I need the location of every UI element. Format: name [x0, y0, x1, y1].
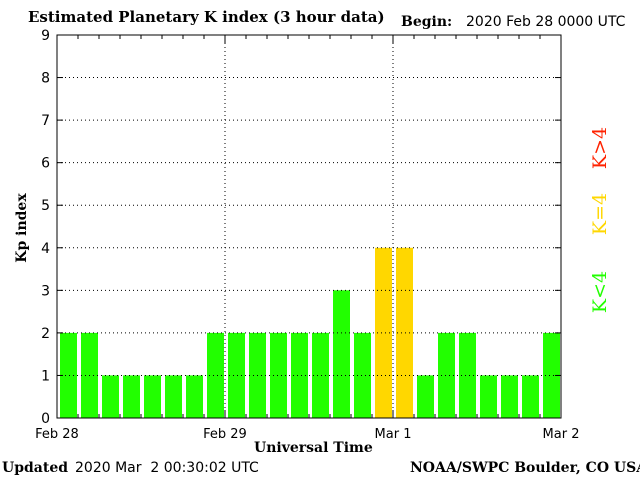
x-tick-label: Feb 29 — [203, 427, 247, 442]
x-axis-label: Universal Time — [254, 440, 373, 456]
kp-bar — [228, 332, 245, 418]
kp-bar — [501, 375, 518, 418]
kp-bar — [60, 332, 77, 418]
kp-bar — [207, 332, 224, 418]
y-tick-label: 3 — [41, 283, 50, 299]
kp-bar — [165, 375, 182, 418]
x-tick-label: Feb 28 — [35, 427, 79, 442]
kp-bar — [480, 375, 497, 418]
y-tick-label: 1 — [41, 368, 50, 384]
kp-bar — [123, 375, 140, 418]
kp-bar — [396, 247, 413, 418]
y-tick-label: 9 — [41, 28, 50, 44]
kp-bar — [333, 290, 350, 418]
kp-bar — [144, 375, 161, 418]
y-tick-label: 7 — [41, 113, 50, 129]
kp-bar — [354, 332, 371, 418]
y-tick-label: 2 — [41, 326, 50, 342]
chart-title: Estimated Planetary K index (3 hour data… — [28, 8, 385, 26]
kp-bar — [102, 375, 119, 418]
kp-bar — [186, 375, 203, 418]
y-tick-label: 4 — [41, 241, 50, 257]
begin-value: 2020 Feb 28 0000 UTC — [466, 14, 626, 30]
kp-bar — [375, 247, 392, 418]
kp-bar — [459, 332, 476, 418]
kp-bar — [417, 375, 434, 418]
plot-frame — [56, 34, 562, 419]
kp-bar — [312, 332, 329, 418]
updated-value: 2020 Mar 2 00:30:02 UTC — [75, 460, 259, 476]
x-tick-label: Mar 1 — [375, 427, 412, 442]
begin-label: Begin: — [401, 14, 453, 30]
updated-label: Updated — [2, 460, 69, 476]
kp-bar — [543, 332, 560, 418]
legend-k-above-4: K>4 — [589, 126, 611, 170]
x-tick-label: Mar 2 — [543, 427, 580, 442]
kp-bar — [291, 332, 308, 418]
y-axis-label: Kp index — [14, 193, 30, 263]
credit-text: NOAA/SWPC Boulder, CO USA — [410, 460, 640, 476]
y-tick-label: 5 — [41, 198, 50, 214]
legend-k-below-4: K<4 — [589, 270, 611, 314]
kp-bar — [438, 332, 455, 418]
y-tick-label: 6 — [41, 156, 50, 172]
y-tick-label: 8 — [41, 71, 50, 87]
kp-bar — [522, 375, 539, 418]
y-tick-label: 0 — [41, 411, 50, 427]
kp-bar — [270, 332, 287, 418]
legend-k-equal-4: K=4 — [589, 192, 611, 236]
